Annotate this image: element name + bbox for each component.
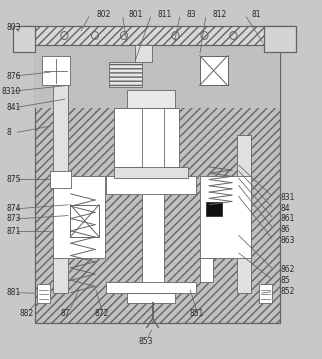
Bar xyxy=(200,176,251,258)
Text: 851: 851 xyxy=(189,308,204,318)
Text: 83: 83 xyxy=(187,10,196,19)
Text: 812: 812 xyxy=(213,10,227,19)
Bar xyxy=(264,26,296,52)
Text: 873: 873 xyxy=(6,214,21,224)
Bar xyxy=(142,108,164,303)
Bar xyxy=(127,293,175,303)
Text: 863: 863 xyxy=(280,236,295,245)
Bar xyxy=(23,26,293,45)
Text: 802: 802 xyxy=(97,10,111,19)
Text: 852: 852 xyxy=(280,287,295,296)
Text: 803: 803 xyxy=(6,23,21,32)
Text: 8: 8 xyxy=(6,128,11,137)
Bar xyxy=(106,282,196,293)
Bar xyxy=(53,79,68,293)
Text: 874: 874 xyxy=(6,204,21,214)
Bar xyxy=(206,202,222,216)
Text: 882: 882 xyxy=(19,308,33,318)
Text: 862: 862 xyxy=(280,265,295,275)
Bar xyxy=(70,205,99,237)
Bar xyxy=(237,135,251,293)
Text: 881: 881 xyxy=(6,288,21,297)
Text: 801: 801 xyxy=(129,10,143,19)
Text: 841: 841 xyxy=(6,103,21,112)
Bar xyxy=(200,258,213,282)
Bar xyxy=(53,176,105,258)
Bar xyxy=(109,62,142,87)
Text: 853: 853 xyxy=(138,336,153,346)
Bar xyxy=(259,284,272,303)
Text: 871: 871 xyxy=(6,227,21,236)
Bar xyxy=(135,45,152,62)
Bar xyxy=(127,90,175,108)
Bar xyxy=(114,167,188,178)
Bar xyxy=(37,284,50,303)
Bar xyxy=(13,26,35,52)
Text: 811: 811 xyxy=(158,10,172,19)
Text: 861: 861 xyxy=(280,214,295,224)
Text: 831: 831 xyxy=(280,193,295,202)
Text: 87: 87 xyxy=(61,308,70,318)
Bar xyxy=(35,45,280,108)
Text: 81: 81 xyxy=(251,10,261,19)
Text: 84: 84 xyxy=(280,204,290,214)
Text: 86: 86 xyxy=(280,224,290,234)
Text: 876: 876 xyxy=(6,71,21,81)
Bar xyxy=(50,171,71,188)
Bar xyxy=(42,56,70,85)
Text: 875: 875 xyxy=(6,175,21,184)
Text: 85: 85 xyxy=(280,276,290,285)
Bar xyxy=(114,108,179,167)
Bar xyxy=(106,176,196,194)
Bar xyxy=(200,56,228,85)
Bar xyxy=(35,36,280,323)
Text: 8310: 8310 xyxy=(2,87,21,96)
Text: 872: 872 xyxy=(95,308,109,318)
